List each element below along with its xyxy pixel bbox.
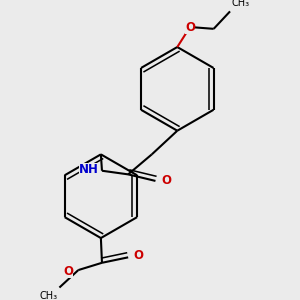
- Text: O: O: [161, 174, 171, 187]
- Text: CH₃: CH₃: [232, 0, 250, 8]
- Text: O: O: [133, 249, 143, 262]
- Text: CH₃: CH₃: [40, 291, 58, 300]
- Text: NH: NH: [79, 163, 99, 176]
- Text: O: O: [63, 265, 73, 278]
- Text: O: O: [185, 20, 195, 34]
